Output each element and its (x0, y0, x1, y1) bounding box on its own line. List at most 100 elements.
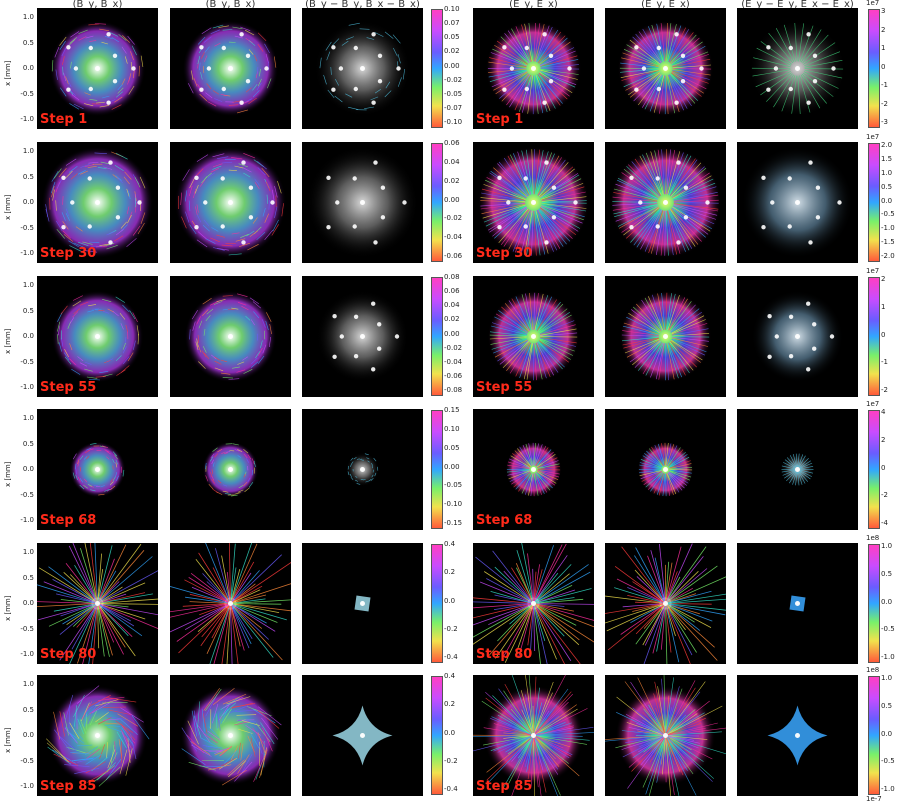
panel-row1-col3 (302, 8, 423, 129)
bright-spot (766, 45, 770, 49)
bright-spot (806, 101, 810, 105)
y-tick: 0.5 (8, 173, 34, 181)
bright-spot (131, 66, 135, 70)
center-spot (795, 334, 800, 339)
panel-row4-col1 (37, 409, 158, 530)
panel-row6-col1 (37, 675, 158, 796)
bright-spot (373, 240, 377, 244)
bright-spot (806, 302, 810, 306)
y-tick: 0.0 (8, 731, 34, 739)
bright-spot (525, 46, 529, 50)
bright-spot (194, 176, 198, 180)
panel-row2-col3 (302, 142, 423, 263)
colorbar-e-tick: 0 (881, 63, 885, 71)
bright-spot (74, 66, 78, 70)
colorbar-e-tick: -1 (881, 358, 888, 366)
center-spot (531, 601, 536, 606)
field-line (521, 543, 533, 604)
colorbar-b (431, 143, 443, 262)
center-spot (795, 200, 800, 205)
center-spot (228, 733, 233, 738)
colorbar-b-tick: -0.02 (444, 76, 462, 84)
colorbar-e (868, 9, 880, 128)
bright-spot (812, 322, 816, 326)
y-tick: -0.5 (8, 757, 34, 765)
bright-spot (549, 79, 553, 83)
y-tick: 0.5 (8, 706, 34, 714)
center-spot (95, 467, 100, 472)
colorbar-b-tick: -0.06 (444, 372, 462, 380)
colorbar-e-tick: 0.5 (881, 183, 892, 191)
panel-row1-col1 (37, 8, 158, 129)
colorbar-b-tick: 0.2 (444, 568, 455, 576)
bright-spot (813, 79, 817, 83)
colorbar-b-tick: 0.06 (444, 139, 460, 147)
colorbar-e-tick: -1.5 (881, 238, 895, 246)
colorbar-b-tick: -0.06 (444, 252, 462, 260)
center-spot (95, 733, 100, 738)
colorbar-b-tick: 0.00 (444, 463, 460, 471)
center-spot (531, 200, 536, 205)
panel-row1-col2 (170, 8, 291, 129)
panel-row2-col2 (170, 142, 291, 263)
panel-row2-col5 (605, 142, 726, 263)
step-label-e: Step 1 (476, 112, 523, 127)
field-line (179, 604, 231, 653)
bright-spot (373, 160, 377, 164)
bright-spot (326, 225, 330, 229)
colorbar-e-tick: 1.0 (881, 542, 892, 550)
colorbar-b-tick: 0.4 (444, 540, 455, 548)
colorbar-b-tick: -0.05 (444, 481, 462, 489)
bright-spot (642, 66, 646, 70)
colorbar-b (431, 9, 443, 128)
bright-spot (239, 32, 243, 36)
bright-spot (249, 186, 253, 190)
bright-spot (806, 32, 810, 36)
panel-row5-col1 (37, 543, 158, 664)
center-spot (531, 334, 536, 339)
colorbar-e-tick: 0.5 (881, 702, 892, 710)
bright-spot (402, 200, 406, 204)
panel-row4-col5 (605, 409, 726, 530)
field-line (534, 604, 550, 665)
colorbar-b-tick: -0.02 (444, 214, 462, 222)
bright-spot (830, 334, 834, 338)
colorbar-e-scale: 1e7 (866, 0, 879, 7)
colorbar-e-tick: 2 (881, 26, 885, 34)
bright-spot (222, 87, 226, 91)
y-tick: -1.0 (8, 650, 34, 658)
bright-spot (381, 215, 385, 219)
bright-spot (264, 66, 268, 70)
bright-spot (808, 160, 812, 164)
y-tick: -0.5 (8, 358, 34, 366)
bright-spot (549, 54, 553, 58)
bright-spot (331, 45, 335, 49)
center-spot (360, 467, 365, 472)
colorbar-e-tick: 2.0 (881, 141, 892, 149)
center-spot (360, 733, 365, 738)
panel-row1-col6 (737, 8, 858, 129)
bright-spot (88, 176, 92, 180)
y-tick: -1.0 (8, 115, 34, 123)
bright-spot (378, 54, 382, 58)
bright-spot (816, 215, 820, 219)
y-tick: -0.5 (8, 90, 34, 98)
bright-spot (371, 302, 375, 306)
panel-row5-col2 (170, 543, 291, 664)
bright-spot (699, 66, 703, 70)
panel-row4-col2 (170, 409, 291, 530)
panel-row6-col5 (605, 675, 726, 796)
bright-spot (61, 225, 65, 229)
bright-spot (203, 200, 207, 204)
bright-spot (222, 46, 226, 50)
y-tick: 0.0 (8, 64, 34, 72)
bright-spot (629, 176, 633, 180)
panel-row6-col2 (170, 675, 291, 796)
center-spot (531, 733, 536, 738)
bright-spot (510, 66, 514, 70)
center-spot (531, 66, 536, 71)
field-line (534, 604, 577, 626)
bright-spot (656, 224, 660, 228)
y-tick: -1.0 (8, 249, 34, 257)
bright-spot (61, 176, 65, 180)
